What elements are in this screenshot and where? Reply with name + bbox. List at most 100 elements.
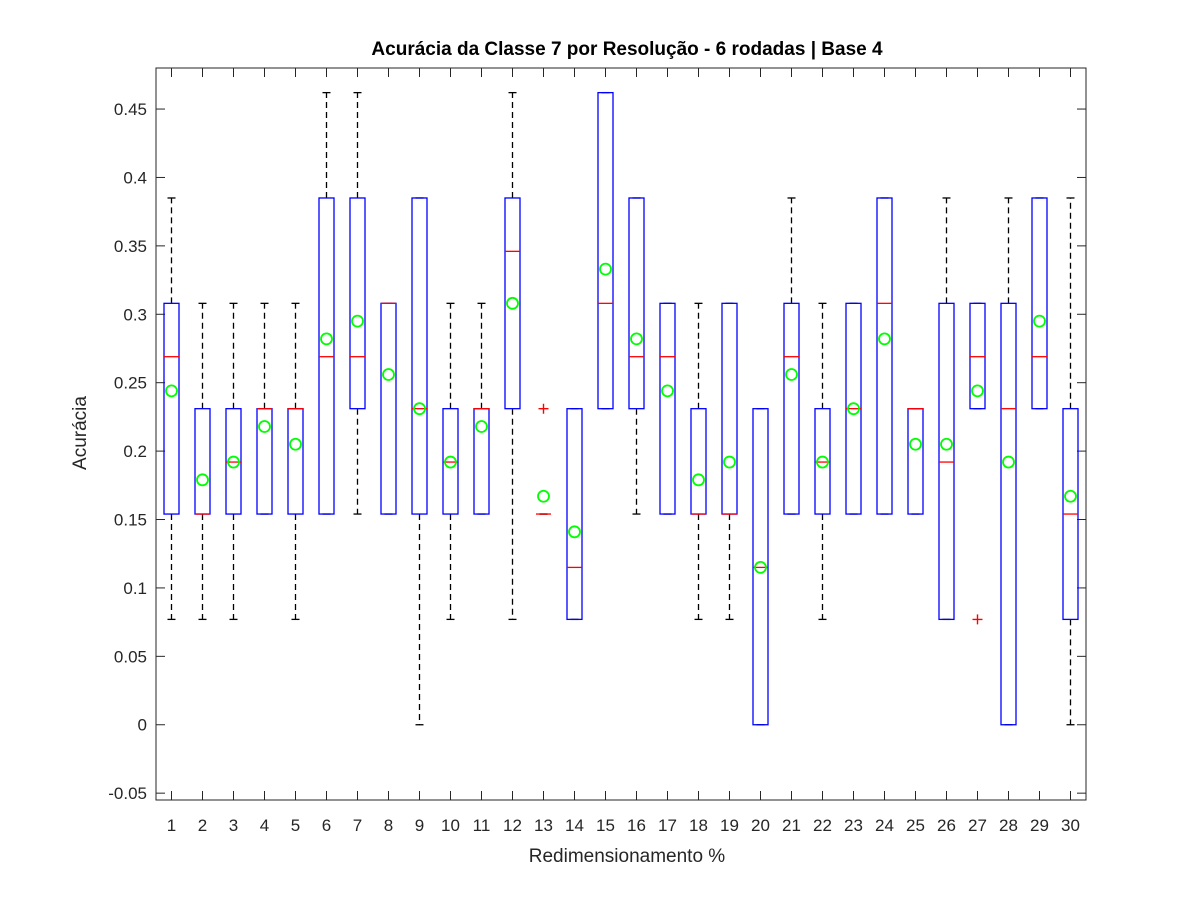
mean-marker [909, 437, 922, 451]
x-axis-label: Redimensionamento % [529, 846, 726, 867]
box [752, 408, 769, 726]
mean-marker [754, 561, 767, 574]
box [287, 408, 304, 515]
mean-marker [413, 402, 426, 416]
y-tick-label: 0.3 [123, 305, 147, 324]
x-tick-label: 1 [167, 816, 176, 835]
x-tick-label: 9 [415, 816, 424, 835]
x-tick-label: 19 [720, 816, 739, 835]
mean-marker [289, 437, 302, 451]
y-tick-label: 0.15 [114, 511, 147, 530]
mean-marker [382, 368, 395, 381]
box [969, 302, 986, 410]
box [566, 408, 583, 621]
axes-frame [155, 67, 1087, 801]
outlier-marker [538, 403, 549, 414]
mean-marker [1033, 314, 1046, 328]
box [380, 302, 397, 515]
box [1031, 197, 1048, 410]
mean-marker [537, 489, 550, 503]
box [907, 408, 924, 515]
mean-marker [165, 384, 178, 398]
mean-marker [692, 473, 705, 487]
x-tick-label: 21 [782, 816, 801, 835]
box [597, 91, 614, 410]
box [1000, 302, 1017, 726]
mean-marker [661, 384, 674, 398]
x-tick-label: 24 [875, 816, 894, 835]
mean-marker [1064, 489, 1077, 503]
y-tick-label: 0.05 [114, 647, 147, 666]
x-tick-label: 5 [291, 816, 300, 835]
x-tick-label: 28 [999, 816, 1018, 835]
box [349, 197, 366, 410]
x-tick-label: 26 [937, 816, 956, 835]
x-tick-label: 27 [968, 816, 987, 835]
mean-marker [444, 455, 457, 469]
box [814, 408, 831, 515]
box [783, 302, 800, 515]
mean-marker [785, 368, 798, 381]
mean-marker [630, 332, 643, 346]
x-tick-label: 20 [751, 816, 770, 835]
mean-marker [1002, 455, 1015, 469]
mean-marker [475, 420, 488, 433]
mean-marker [196, 473, 209, 487]
box [411, 197, 428, 515]
box [628, 197, 645, 410]
x-tick-label: 14 [565, 816, 584, 835]
box [938, 302, 955, 621]
mean-marker [847, 402, 860, 416]
box [876, 197, 893, 515]
box [504, 197, 521, 410]
box [318, 197, 335, 515]
mean-marker [971, 384, 984, 398]
y-tick-label: 0.1 [123, 579, 147, 598]
mean-marker [816, 455, 829, 469]
x-tick-label: 18 [689, 816, 708, 835]
mean-marker [351, 314, 364, 328]
x-tick-label: 13 [534, 816, 553, 835]
chart-title: Acurácia da Classe 7 por Resolução - 6 r… [371, 39, 883, 60]
x-tick-label: 2 [198, 816, 207, 835]
x-tick-label: 6 [322, 816, 331, 835]
x-tick-label: 15 [596, 816, 615, 835]
x-tick-label: 30 [1061, 816, 1080, 835]
x-tick-label: 22 [813, 816, 832, 835]
y-tick-label: -0.05 [108, 784, 147, 803]
mean-marker [878, 332, 891, 346]
x-tick-label: 17 [658, 816, 677, 835]
box [194, 408, 211, 515]
mean-marker [599, 262, 612, 276]
box [225, 408, 242, 515]
x-tick-label: 16 [627, 816, 646, 835]
box [721, 302, 738, 515]
x-tick-label: 11 [473, 816, 491, 835]
y-tick-label: 0.45 [114, 100, 147, 119]
mean-marker [940, 437, 953, 451]
x-tick-label: 10 [441, 816, 460, 835]
mean-marker [506, 296, 519, 310]
y-tick-label: 0.4 [123, 168, 147, 187]
box [659, 302, 676, 515]
x-tick-label: 8 [384, 816, 393, 835]
y-tick-label: 0.35 [114, 237, 147, 256]
mean-marker [723, 455, 736, 469]
box [690, 408, 707, 515]
mean-marker [320, 332, 333, 346]
y-tick-label: 0 [138, 716, 147, 735]
x-tick-label: 4 [260, 816, 269, 835]
x-tick-label: 29 [1030, 816, 1049, 835]
x-tick-label: 12 [503, 816, 522, 835]
box [163, 302, 180, 515]
mean-marker [258, 420, 271, 433]
mean-marker [227, 455, 240, 469]
x-tick-label: 23 [844, 816, 863, 835]
outlier-marker [972, 614, 983, 625]
y-tick-label: 0.25 [114, 374, 147, 393]
box [442, 408, 459, 515]
x-tick-label: 3 [229, 816, 238, 835]
y-axis-label: Acurácia [70, 396, 91, 470]
